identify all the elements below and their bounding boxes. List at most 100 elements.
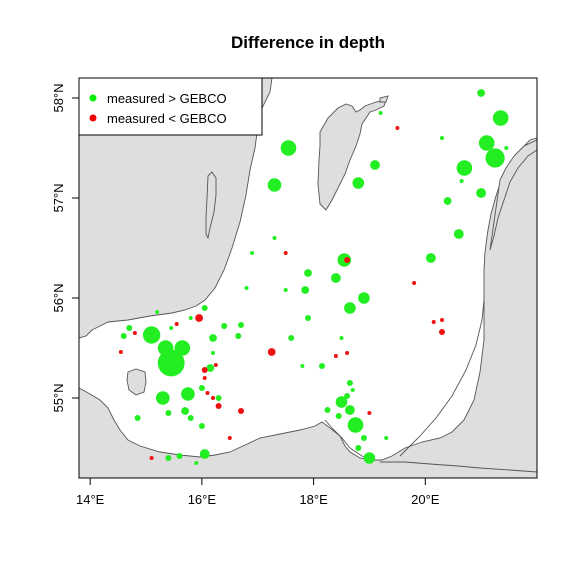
point-positive-0 [477,89,485,97]
point-positive-72 [272,236,277,240]
plot-frame [78,77,538,479]
point-positive-18 [304,269,312,277]
point-positive-69 [300,364,305,368]
point-positive-19 [301,286,310,294]
point-positive-50 [201,305,208,311]
point-positive-2 [478,135,495,151]
point-positive-38 [142,326,161,344]
point-positive-36 [363,452,376,464]
point-positive-24 [288,335,295,341]
point-positive-6 [459,179,464,183]
point-positive-3 [485,148,505,168]
x-axis: 14°E 16°E 18°E 20°E [76,478,440,507]
coast-curonian-spit [399,299,485,457]
point-positive-70 [384,436,389,440]
point-negative-0 [267,348,276,356]
land-gotland [317,99,387,211]
point-negative-4 [238,408,244,414]
point-positive-55 [120,333,127,339]
point-positive-47 [199,449,210,459]
point-positive-30 [335,396,348,408]
point-negative-6 [431,320,436,324]
point-positive-53 [235,333,242,339]
point-positive-51 [221,323,228,329]
point-positive-68 [250,251,255,255]
point-negative-13 [132,331,137,335]
land-bornholm [126,368,147,396]
point-positive-1 [492,110,509,126]
point-positive-35 [355,445,362,451]
point-positive-33 [347,417,364,433]
point-negative-14 [174,322,179,326]
point-negative-8 [344,257,351,263]
legend-marker-positive [89,94,97,102]
point-positive-15 [378,111,383,115]
point-positive-25 [339,336,344,340]
point-positive-34 [360,435,367,441]
point-positive-23 [305,315,311,321]
point-positive-64 [215,395,222,401]
point-positive-44 [181,407,190,415]
border-lines [380,461,537,473]
land-faro [379,95,389,103]
point-positive-71 [440,136,444,140]
x-tick-label-1: 16°E [188,492,217,507]
point-positive-48 [206,364,215,372]
point-positive-63 [134,415,141,421]
point-positive-49 [209,334,217,342]
point-positive-17 [331,273,341,283]
point-positive-42 [156,391,170,405]
point-positive-26 [319,363,325,369]
point-positive-5 [504,146,509,150]
point-positive-7 [476,188,486,198]
point-negative-15 [345,351,350,355]
point-positive-61 [165,455,172,461]
point-negative-9 [202,376,207,380]
point-positive-67 [244,286,249,290]
legend-box [78,77,263,136]
points-layer [118,89,509,465]
point-positive-46 [187,415,194,421]
point-positive-43 [181,387,195,401]
point-negative-12 [118,350,123,354]
y-axis: 55°N 56°N 57°N 58°N [51,83,79,413]
point-negative-22 [149,456,154,460]
point-negative-20 [205,391,210,395]
point-negative-11 [211,396,215,400]
point-negative-21 [283,251,288,255]
y-tick-label-3: 58°N [51,83,66,112]
point-positive-32 [335,413,342,419]
legend: measured > GEBCO measured < GEBCO [78,77,263,136]
x-tick-label-2: 18°E [299,492,328,507]
point-positive-41 [157,349,185,377]
point-positive-9 [453,229,464,239]
point-positive-66 [198,385,205,391]
point-positive-10 [426,253,436,263]
point-positive-65 [211,351,215,355]
point-positive-14 [267,178,282,192]
point-positive-29 [344,393,351,399]
point-positive-58 [169,326,174,330]
land-oland [205,171,217,240]
point-negative-19 [367,411,372,415]
point-negative-23 [227,436,232,440]
point-positive-54 [126,325,133,331]
point-positive-20 [358,292,370,304]
legend-label-negative: measured < GEBCO [107,111,227,126]
chart-title: Difference in depth [231,33,385,52]
map-area [79,78,537,478]
legend-label-positive: measured > GEBCO [107,91,227,106]
point-positive-12 [352,177,365,189]
point-negative-17 [412,281,417,285]
y-tick-label-2: 57°N [51,183,66,212]
point-positive-60 [176,453,183,459]
point-negative-2 [201,367,208,373]
point-positive-31 [345,405,355,415]
point-negative-18 [395,126,400,130]
land-gulf-of-riga-shore [489,139,537,251]
point-positive-62 [194,461,199,465]
point-positive-21 [344,302,356,314]
point-positive-52 [238,322,244,328]
point-positive-11 [370,160,380,170]
